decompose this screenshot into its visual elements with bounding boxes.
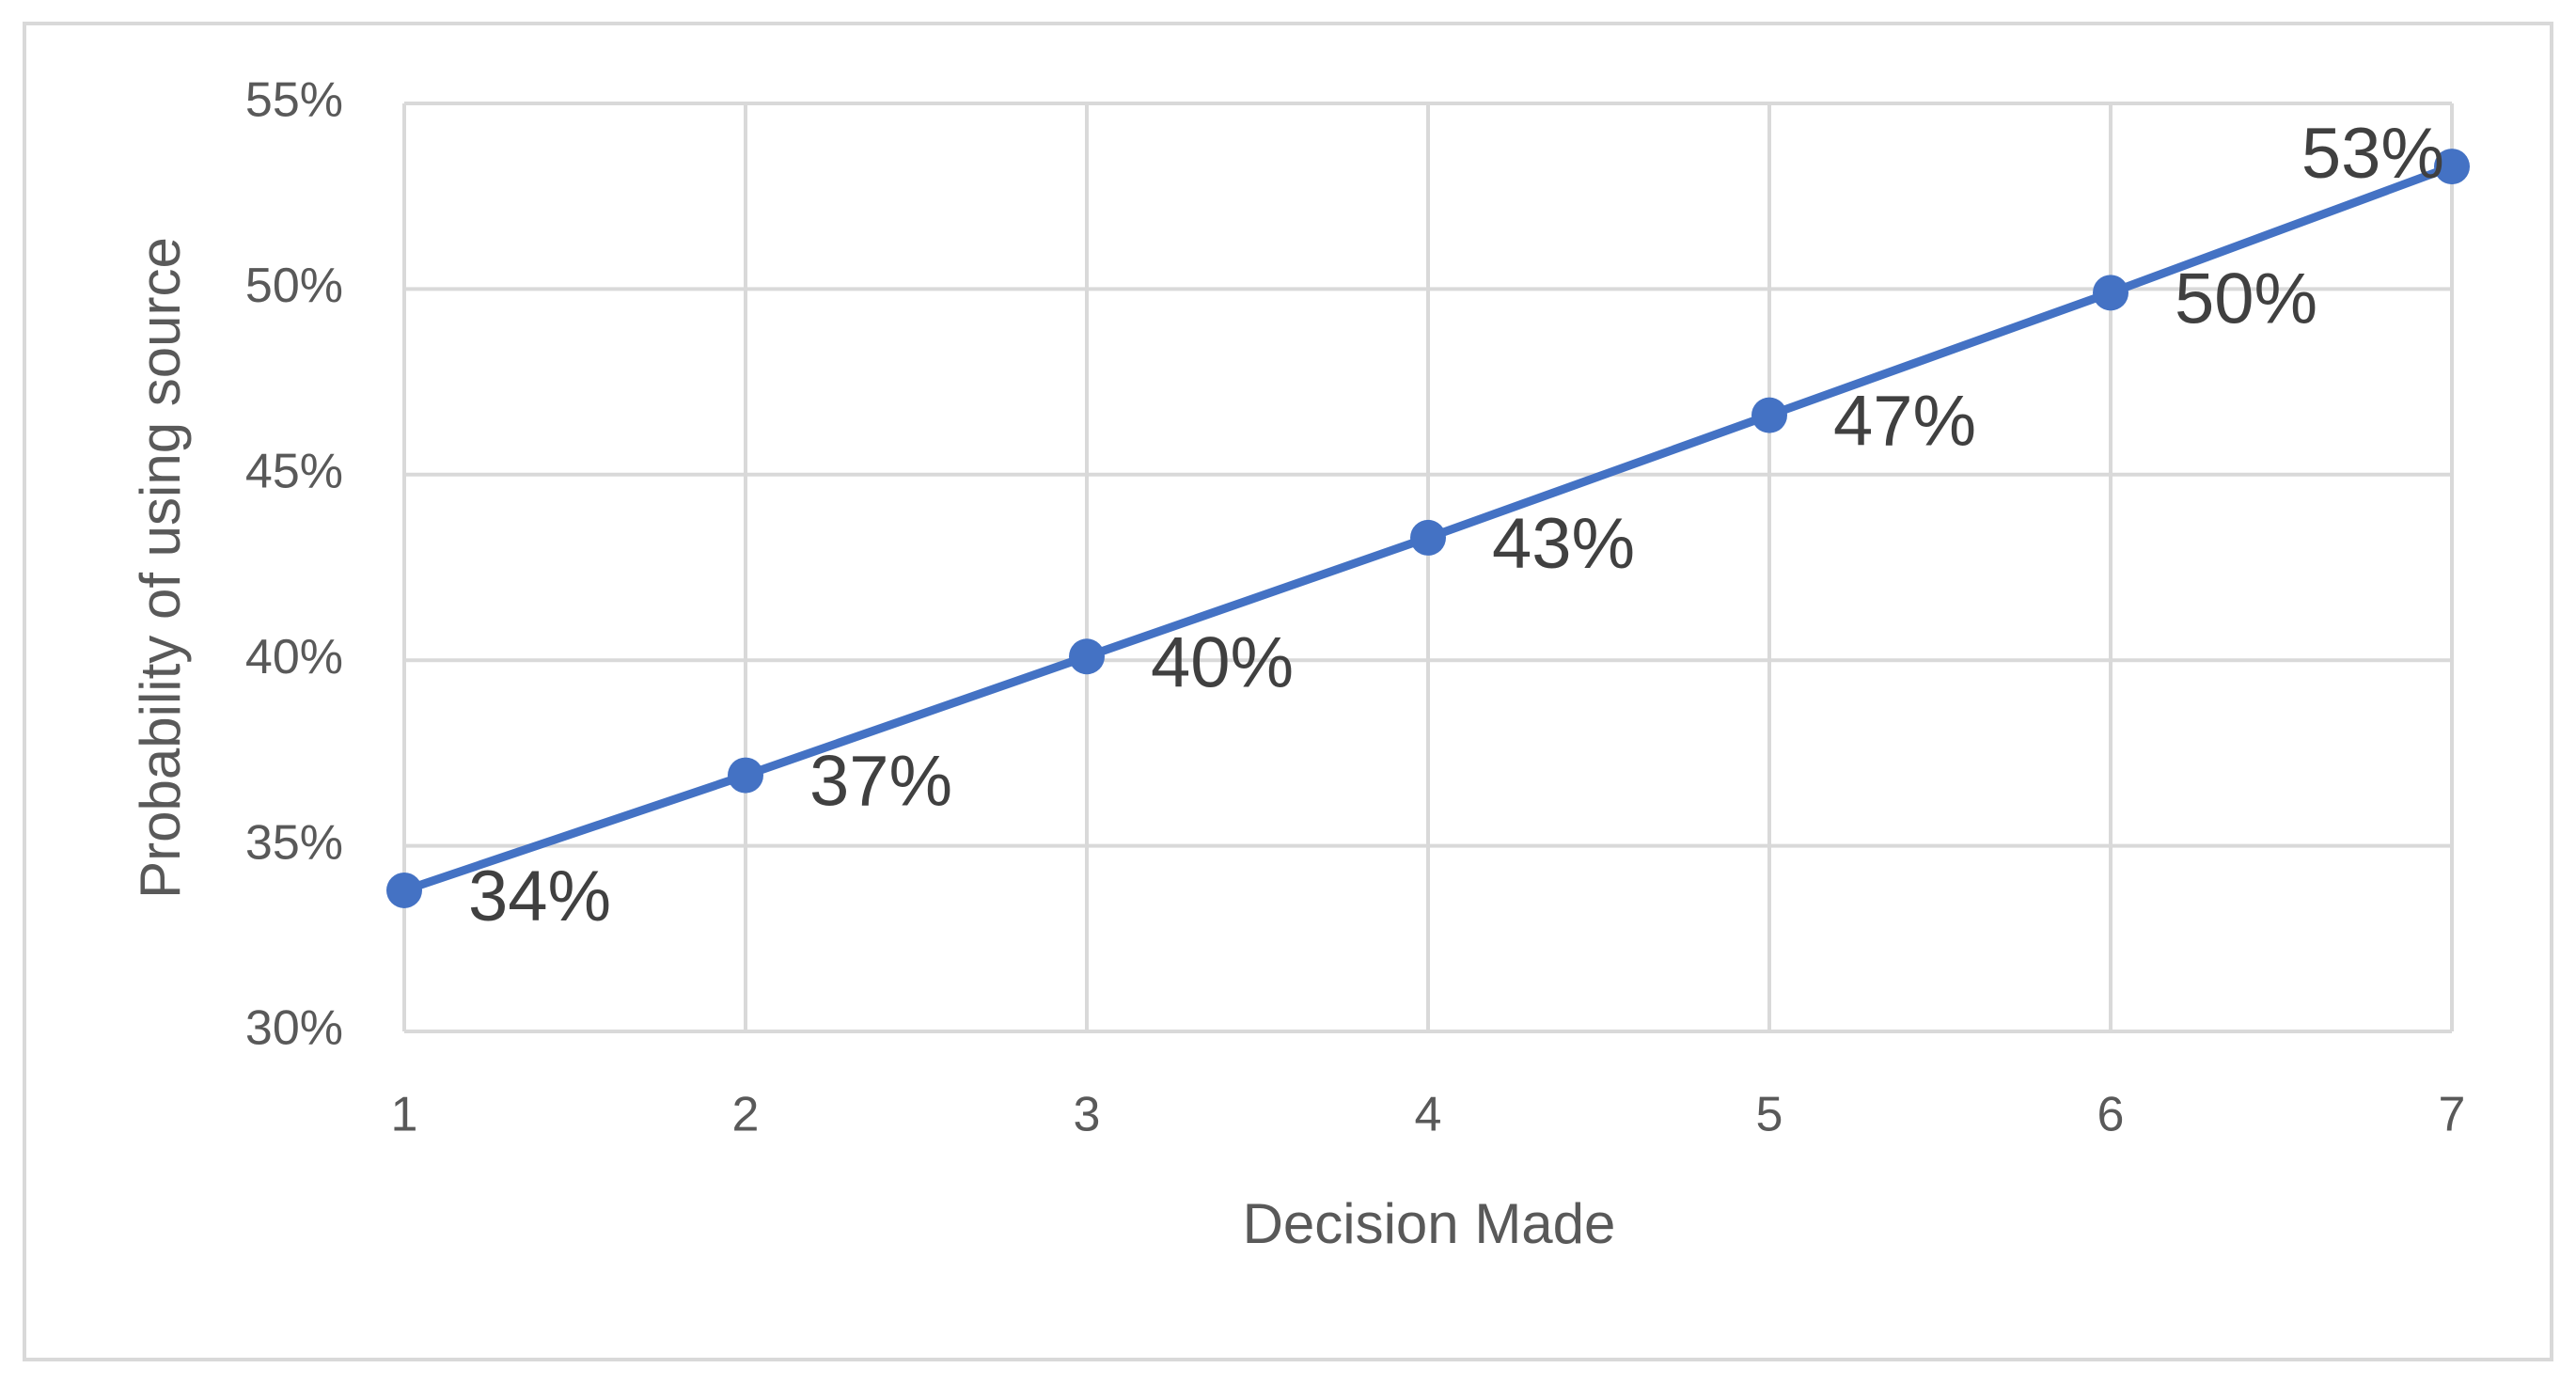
y-tick-label: 40% [245,630,343,684]
data-label: 40% [1151,622,1294,702]
data-label: 34% [468,857,611,936]
y-tick-label: 45% [245,445,343,499]
data-point [2434,149,2470,185]
x-tick-label: 2 [732,1088,760,1142]
data-label: 37% [809,742,952,822]
data-label: 50% [2175,259,2317,338]
data-label: 43% [1492,504,1635,584]
y-tick-label: 55% [245,73,343,128]
data-point [728,757,763,794]
data-point [1751,397,1787,433]
data-point [1410,519,1446,556]
data-point [386,872,422,908]
x-tick-label: 6 [2097,1088,2125,1142]
y-tick-label: 50% [245,259,343,313]
y-tick-label: 35% [245,815,343,870]
chart-border [23,22,2553,1361]
x-tick-label: 3 [1074,1088,1101,1142]
x-tick-label: 1 [391,1088,418,1142]
x-tick-label: 5 [1756,1088,1783,1142]
x-tick-label: 4 [1415,1088,1442,1142]
y-axis-title: Probability of using source [129,237,192,899]
x-axis-title: Decision Made [1243,1192,1616,1255]
data-point [2093,275,2128,311]
x-tick-label: 7 [2439,1088,2466,1142]
data-label: 53% [2301,114,2444,194]
data-label: 47% [1833,382,1976,462]
y-tick-label: 30% [245,1001,343,1056]
data-point [1069,638,1105,675]
